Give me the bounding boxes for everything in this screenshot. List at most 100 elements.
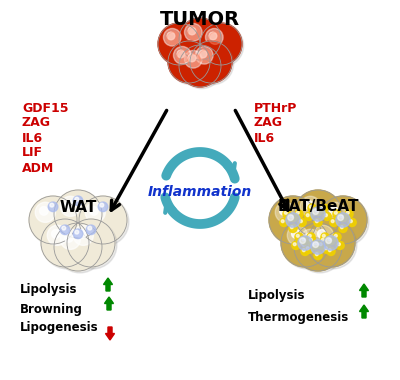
FancyArrow shape (104, 297, 114, 310)
Circle shape (328, 238, 331, 241)
Circle shape (333, 233, 341, 241)
Circle shape (184, 24, 202, 41)
Circle shape (73, 225, 93, 245)
Circle shape (81, 198, 129, 246)
Circle shape (296, 211, 299, 214)
Circle shape (56, 225, 104, 273)
Circle shape (302, 249, 305, 252)
Circle shape (209, 32, 217, 40)
Text: TUMOR: TUMOR (160, 10, 240, 29)
Circle shape (69, 221, 117, 269)
Circle shape (64, 201, 73, 209)
Circle shape (73, 196, 83, 206)
Text: LIF: LIF (22, 147, 43, 160)
Circle shape (67, 219, 115, 267)
Circle shape (41, 219, 89, 267)
Circle shape (340, 215, 343, 218)
Circle shape (271, 198, 319, 246)
Circle shape (313, 209, 318, 214)
Text: IL6: IL6 (22, 131, 43, 144)
Circle shape (315, 253, 318, 256)
Circle shape (200, 23, 242, 65)
Circle shape (192, 43, 234, 85)
Circle shape (54, 223, 102, 271)
Circle shape (313, 242, 318, 247)
Circle shape (179, 18, 221, 60)
Circle shape (48, 202, 58, 212)
Circle shape (47, 225, 67, 245)
Circle shape (287, 225, 307, 245)
Circle shape (281, 219, 329, 267)
Circle shape (318, 230, 326, 238)
Circle shape (321, 205, 324, 208)
Circle shape (298, 218, 306, 226)
FancyArrow shape (360, 284, 368, 297)
Circle shape (310, 241, 318, 250)
Circle shape (296, 192, 344, 240)
Circle shape (289, 214, 297, 222)
Circle shape (350, 220, 352, 223)
Text: WAT: WAT (59, 200, 97, 214)
Circle shape (315, 220, 318, 223)
Text: PTHrP: PTHrP (254, 101, 297, 114)
Circle shape (289, 224, 297, 233)
Circle shape (340, 226, 343, 229)
Circle shape (167, 32, 180, 44)
Circle shape (56, 192, 104, 240)
Circle shape (181, 20, 223, 62)
Circle shape (321, 233, 329, 241)
Circle shape (60, 196, 80, 216)
Circle shape (315, 209, 318, 212)
Circle shape (324, 247, 327, 250)
Text: GDF15: GDF15 (22, 101, 68, 114)
Circle shape (50, 203, 54, 207)
Circle shape (75, 230, 79, 234)
Circle shape (346, 211, 349, 214)
Circle shape (158, 23, 200, 65)
Circle shape (327, 247, 335, 255)
Circle shape (199, 50, 212, 62)
Text: ZAG: ZAG (254, 117, 283, 130)
Circle shape (170, 43, 212, 85)
Circle shape (334, 234, 337, 237)
Circle shape (184, 51, 202, 68)
Circle shape (336, 213, 350, 227)
Circle shape (296, 234, 299, 237)
Circle shape (309, 238, 312, 241)
Circle shape (304, 234, 313, 242)
Circle shape (292, 230, 300, 238)
Circle shape (311, 240, 325, 254)
Circle shape (321, 198, 369, 246)
Text: ADM: ADM (22, 162, 54, 174)
Circle shape (327, 236, 335, 245)
Text: Lipolysis: Lipolysis (248, 290, 306, 302)
Circle shape (286, 213, 300, 227)
Circle shape (164, 28, 181, 46)
Circle shape (280, 218, 288, 226)
Circle shape (167, 32, 175, 40)
Circle shape (280, 207, 288, 215)
Circle shape (314, 241, 322, 249)
Circle shape (288, 215, 294, 220)
Circle shape (54, 190, 102, 238)
Circle shape (320, 237, 328, 245)
Circle shape (336, 241, 344, 250)
Circle shape (314, 251, 322, 260)
Circle shape (43, 221, 91, 269)
Circle shape (86, 225, 96, 234)
Circle shape (100, 203, 104, 207)
Circle shape (328, 249, 331, 252)
Circle shape (85, 202, 105, 222)
Circle shape (298, 236, 312, 250)
Circle shape (308, 237, 316, 245)
Circle shape (307, 233, 315, 241)
Circle shape (202, 25, 244, 66)
Circle shape (174, 46, 191, 64)
Circle shape (313, 225, 333, 245)
Circle shape (168, 41, 210, 83)
Circle shape (296, 225, 344, 273)
Text: BAT/BeAT: BAT/BeAT (277, 200, 359, 214)
Text: Lipolysis: Lipolysis (20, 283, 78, 296)
Circle shape (330, 207, 338, 215)
Text: Inflammation: Inflammation (148, 185, 252, 199)
